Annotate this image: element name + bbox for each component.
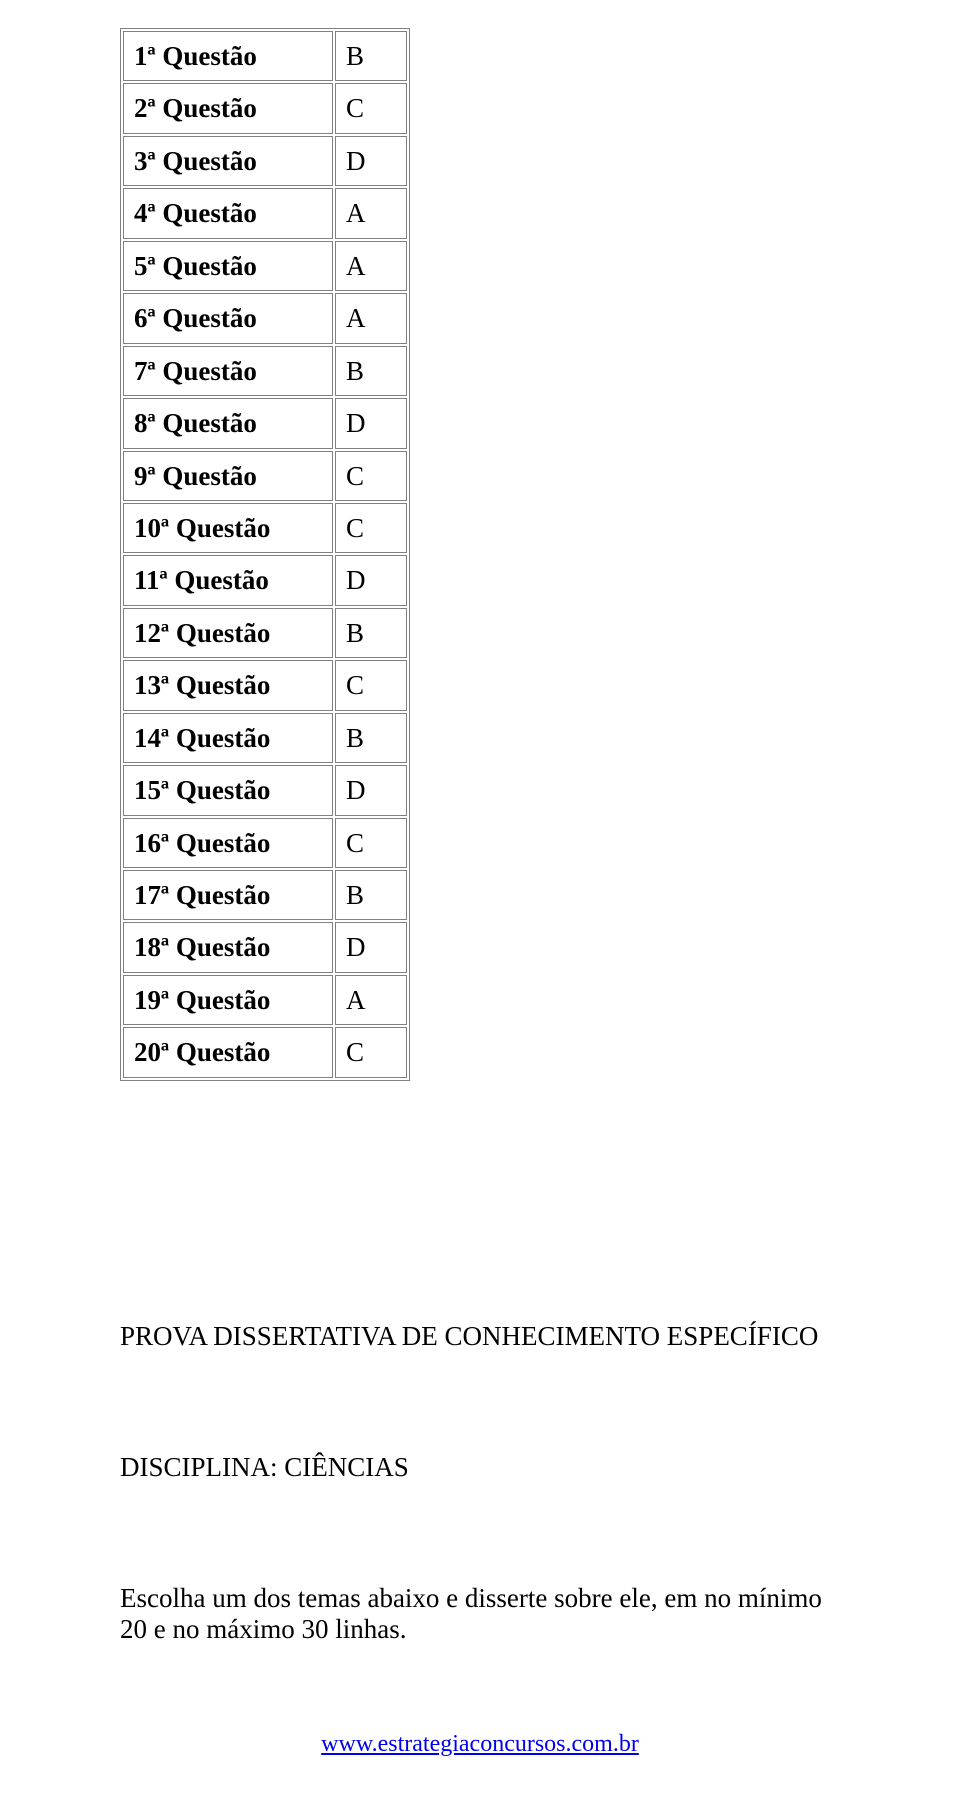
- instruction-text: Escolha um dos temas abaixo e disserte s…: [120, 1583, 840, 1645]
- question-cell: 6ª Questão: [123, 293, 333, 343]
- question-cell: 7ª Questão: [123, 346, 333, 396]
- question-cell: 12ª Questão: [123, 608, 333, 658]
- answer-key-tbody: 1ª QuestãoB 2ª QuestãoC 3ª QuestãoD 4ª Q…: [123, 31, 407, 1078]
- question-cell: 20ª Questão: [123, 1027, 333, 1077]
- question-cell: 3ª Questão: [123, 136, 333, 186]
- answer-cell: A: [335, 975, 407, 1025]
- answer-cell: A: [335, 188, 407, 238]
- discipline-label: DISCIPLINA: CIÊNCIAS: [120, 1452, 840, 1483]
- table-row: 5ª QuestãoA: [123, 241, 407, 291]
- answer-cell: D: [335, 136, 407, 186]
- answer-cell: C: [335, 503, 407, 553]
- table-row: 9ª QuestãoC: [123, 451, 407, 501]
- answer-cell: C: [335, 660, 407, 710]
- question-cell: 19ª Questão: [123, 975, 333, 1025]
- answer-cell: A: [335, 241, 407, 291]
- question-cell: 5ª Questão: [123, 241, 333, 291]
- answer-cell: C: [335, 818, 407, 868]
- footer: www.estrategiaconcursos.com.br: [0, 1731, 960, 1758]
- table-row: 4ª QuestãoA: [123, 188, 407, 238]
- answer-cell: D: [335, 555, 407, 605]
- table-row: 11ª QuestãoD: [123, 555, 407, 605]
- table-row: 20ª QuestãoC: [123, 1027, 407, 1077]
- question-cell: 18ª Questão: [123, 922, 333, 972]
- question-cell: 8ª Questão: [123, 398, 333, 448]
- table-row: 1ª QuestãoB: [123, 31, 407, 81]
- table-row: 17ª QuestãoB: [123, 870, 407, 920]
- answer-cell: D: [335, 765, 407, 815]
- table-row: 18ª QuestãoD: [123, 922, 407, 972]
- table-row: 2ª QuestãoC: [123, 83, 407, 133]
- table-row: 8ª QuestãoD: [123, 398, 407, 448]
- table-row: 12ª QuestãoB: [123, 608, 407, 658]
- answer-cell: B: [335, 608, 407, 658]
- answer-cell: A: [335, 293, 407, 343]
- answer-cell: C: [335, 1027, 407, 1077]
- answer-cell: B: [335, 713, 407, 763]
- answer-key-table: 1ª QuestãoB 2ª QuestãoC 3ª QuestãoD 4ª Q…: [120, 28, 410, 1081]
- table-row: 7ª QuestãoB: [123, 346, 407, 396]
- table-row: 10ª QuestãoC: [123, 503, 407, 553]
- answer-cell: B: [335, 31, 407, 81]
- question-cell: 15ª Questão: [123, 765, 333, 815]
- section-title: PROVA DISSERTATIVA DE CONHECIMENTO ESPEC…: [120, 1321, 840, 1352]
- answer-cell: B: [335, 870, 407, 920]
- table-row: 14ª QuestãoB: [123, 713, 407, 763]
- table-row: 15ª QuestãoD: [123, 765, 407, 815]
- question-cell: 10ª Questão: [123, 503, 333, 553]
- table-row: 3ª QuestãoD: [123, 136, 407, 186]
- question-cell: 4ª Questão: [123, 188, 333, 238]
- question-cell: 2ª Questão: [123, 83, 333, 133]
- question-cell: 1ª Questão: [123, 31, 333, 81]
- table-row: 13ª QuestãoC: [123, 660, 407, 710]
- table-row: 16ª QuestãoC: [123, 818, 407, 868]
- question-cell: 16ª Questão: [123, 818, 333, 868]
- answer-cell: B: [335, 346, 407, 396]
- answer-cell: C: [335, 83, 407, 133]
- page: 1ª QuestãoB 2ª QuestãoC 3ª QuestãoD 4ª Q…: [0, 0, 960, 1794]
- question-cell: 9ª Questão: [123, 451, 333, 501]
- answer-cell: D: [335, 398, 407, 448]
- question-cell: 14ª Questão: [123, 713, 333, 763]
- table-row: 6ª QuestãoA: [123, 293, 407, 343]
- answer-cell: C: [335, 451, 407, 501]
- footer-link[interactable]: www.estrategiaconcursos.com.br: [321, 1731, 639, 1757]
- question-cell: 11ª Questão: [123, 555, 333, 605]
- table-row: 19ª QuestãoA: [123, 975, 407, 1025]
- answer-cell: D: [335, 922, 407, 972]
- question-cell: 13ª Questão: [123, 660, 333, 710]
- question-cell: 17ª Questão: [123, 870, 333, 920]
